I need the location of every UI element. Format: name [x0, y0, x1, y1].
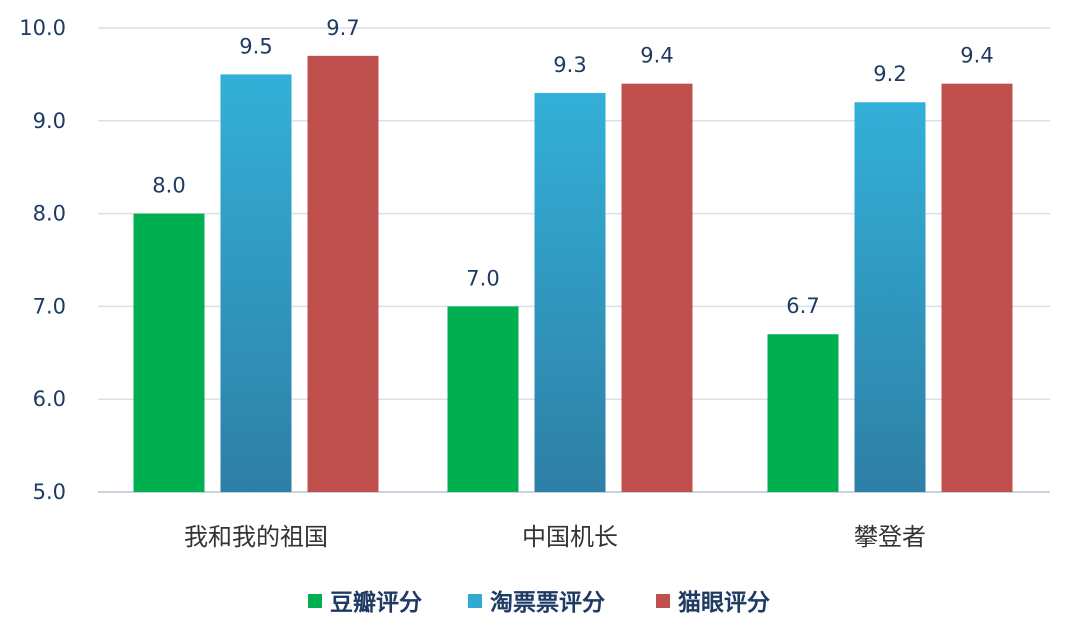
- bar-taopiaopiao: [220, 74, 292, 493]
- legend-swatch: [308, 594, 322, 608]
- data-label: 9.3: [553, 53, 586, 77]
- y-tick-label: 8.0: [33, 202, 66, 226]
- x-category-label: 我和我的祖国: [184, 523, 328, 551]
- data-label: 9.2: [873, 62, 906, 86]
- bar-maoyan: [941, 83, 1013, 493]
- legend: 豆瓣评分 淘票票评分 猫眼评分: [308, 589, 770, 616]
- bar-douban: [767, 334, 839, 492]
- y-tick-label: 7.0: [33, 294, 66, 318]
- bar-douban: [133, 213, 205, 492]
- data-label: 9.7: [326, 16, 359, 40]
- y-tick-label: 5.0: [33, 480, 66, 504]
- legend-label: 猫眼评分: [678, 590, 770, 616]
- x-axis-categories: 我和我的祖国 中国机长 攀登者: [184, 523, 926, 551]
- bar-maoyan: [307, 55, 379, 493]
- legend-swatch: [656, 594, 670, 608]
- bars: [133, 55, 1013, 493]
- x-category-label: 中国机长: [522, 523, 618, 551]
- bar-taopiaopiao: [534, 92, 606, 493]
- y-tick-label: 6.0: [33, 387, 66, 411]
- data-label: 9.5: [239, 34, 272, 58]
- data-label: 6.7: [786, 294, 819, 318]
- legend-swatch: [468, 594, 482, 608]
- y-axis-ticks: 5.0 6.0 7.0 8.0 9.0 10.0: [19, 16, 66, 504]
- data-label: 9.4: [640, 44, 673, 68]
- data-label: 7.0: [466, 266, 499, 290]
- x-category-label: 攀登者: [854, 523, 926, 551]
- data-label: 9.4: [960, 44, 993, 68]
- legend-label: 豆瓣评分: [330, 590, 422, 616]
- bar-maoyan: [621, 83, 693, 493]
- y-tick-label: 9.0: [33, 109, 66, 133]
- bar-douban: [447, 306, 519, 492]
- legend-label: 淘票票评分: [490, 589, 605, 616]
- data-labels: 8.0 9.5 9.7 7.0 9.3 9.4 6.7 9.2 9.4: [152, 16, 993, 318]
- y-tick-label: 10.0: [19, 16, 66, 40]
- data-label: 8.0: [152, 174, 185, 198]
- bar-taopiaopiao: [854, 102, 926, 493]
